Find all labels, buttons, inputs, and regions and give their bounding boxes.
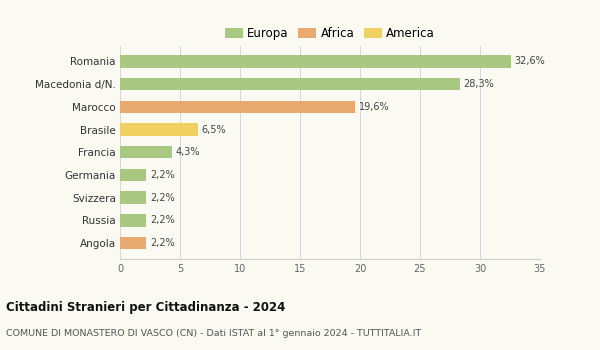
Text: 2,2%: 2,2% (150, 170, 175, 180)
Bar (120, 100, 355, 113)
Bar (120, 214, 146, 226)
Bar (120, 191, 146, 204)
Bar (120, 169, 146, 181)
Text: 32,6%: 32,6% (515, 56, 545, 66)
Bar (120, 237, 146, 249)
Legend: Europa, Africa, America: Europa, Africa, America (221, 24, 439, 44)
Text: 6,5%: 6,5% (202, 125, 226, 134)
Bar (120, 146, 172, 159)
Bar (120, 55, 511, 68)
Text: Cittadini Stranieri per Cittadinanza - 2024: Cittadini Stranieri per Cittadinanza - 2… (6, 301, 286, 314)
Text: 19,6%: 19,6% (359, 102, 389, 112)
Text: 28,3%: 28,3% (463, 79, 494, 89)
Bar (120, 123, 198, 136)
Text: 2,2%: 2,2% (150, 215, 175, 225)
Text: 2,2%: 2,2% (150, 238, 175, 248)
Text: COMUNE DI MONASTERO DI VASCO (CN) - Dati ISTAT al 1° gennaio 2024 - TUTTITALIA.I: COMUNE DI MONASTERO DI VASCO (CN) - Dati… (6, 329, 421, 338)
Bar (120, 78, 460, 90)
Text: 4,3%: 4,3% (175, 147, 200, 157)
Text: 2,2%: 2,2% (150, 193, 175, 203)
